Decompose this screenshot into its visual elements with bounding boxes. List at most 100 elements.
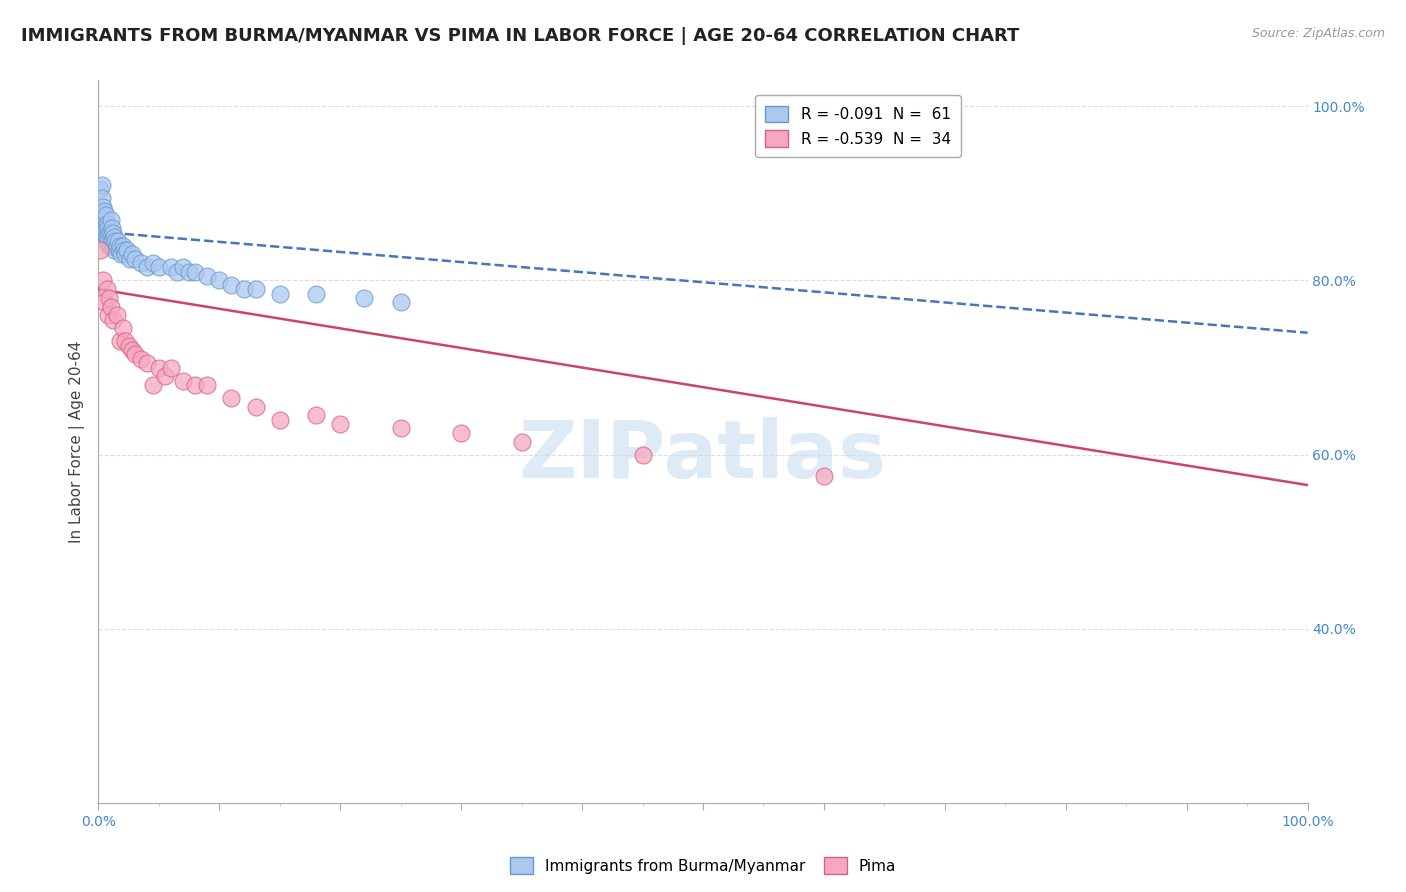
- Point: [93, 203, 115, 218]
- Text: Source: ZipAtlas.com: Source: ZipAtlas.com: [1251, 27, 1385, 40]
- Point: [117, 243, 139, 257]
- Point: [101, 226, 124, 240]
- Point: [97, 221, 120, 235]
- Text: ZIPatlas: ZIPatlas: [519, 417, 887, 495]
- Point: [114, 334, 136, 349]
- Point: [100, 212, 122, 227]
- Point: [105, 308, 128, 322]
- Point: [94, 221, 117, 235]
- Point: [813, 469, 835, 483]
- Point: [98, 226, 121, 240]
- Point: [110, 247, 132, 261]
- Point: [172, 374, 194, 388]
- Point: [96, 217, 118, 231]
- Point: [108, 334, 131, 349]
- Point: [305, 286, 328, 301]
- Point: [184, 265, 207, 279]
- Point: [245, 400, 267, 414]
- Point: [100, 226, 122, 240]
- Point: [135, 356, 157, 370]
- Point: [124, 252, 146, 266]
- Point: [96, 230, 118, 244]
- Point: [111, 321, 134, 335]
- Point: [631, 448, 654, 462]
- Point: [111, 238, 134, 252]
- Point: [121, 247, 143, 261]
- Point: [108, 243, 131, 257]
- Point: [118, 339, 141, 353]
- Point: [103, 243, 125, 257]
- Point: [208, 273, 231, 287]
- Point: [107, 235, 129, 249]
- Y-axis label: In Labor Force | Age 20-64: In Labor Force | Age 20-64: [69, 341, 84, 542]
- Point: [353, 291, 375, 305]
- Point: [90, 221, 112, 235]
- Legend: R = -0.091  N =  61, R = -0.539  N =  34: R = -0.091 N = 61, R = -0.539 N = 34: [755, 95, 962, 158]
- Point: [93, 221, 115, 235]
- Point: [195, 378, 218, 392]
- Point: [101, 312, 124, 326]
- Point: [269, 286, 291, 301]
- Point: [97, 235, 120, 249]
- Point: [129, 256, 152, 270]
- Point: [114, 247, 136, 261]
- Point: [94, 208, 117, 222]
- Point: [100, 221, 122, 235]
- Point: [94, 235, 117, 249]
- Point: [172, 260, 194, 275]
- Point: [160, 360, 183, 375]
- Point: [450, 425, 472, 440]
- Point: [98, 291, 121, 305]
- Point: [221, 277, 243, 292]
- Point: [329, 417, 352, 431]
- Point: [142, 256, 165, 270]
- Point: [100, 235, 122, 249]
- Point: [245, 282, 267, 296]
- Point: [93, 295, 115, 310]
- Point: [121, 343, 143, 358]
- Point: [118, 252, 141, 266]
- Point: [96, 282, 118, 296]
- Point: [179, 265, 201, 279]
- Point: [232, 282, 254, 296]
- Point: [184, 378, 207, 392]
- Point: [100, 238, 122, 252]
- Point: [148, 360, 170, 375]
- Point: [129, 351, 152, 366]
- Point: [100, 300, 122, 314]
- Point: [91, 212, 114, 227]
- Point: [91, 191, 114, 205]
- Point: [112, 243, 135, 257]
- Point: [148, 260, 170, 275]
- Point: [90, 208, 112, 222]
- Point: [108, 238, 131, 252]
- Point: [89, 182, 111, 196]
- Point: [97, 308, 120, 322]
- Point: [269, 413, 291, 427]
- Point: [98, 238, 121, 252]
- Point: [305, 409, 328, 423]
- Point: [105, 238, 128, 252]
- Point: [160, 260, 183, 275]
- Point: [135, 260, 157, 275]
- Point: [91, 273, 114, 287]
- Point: [91, 226, 114, 240]
- Point: [124, 347, 146, 361]
- Point: [510, 434, 533, 449]
- Point: [153, 369, 176, 384]
- Point: [103, 230, 125, 244]
- Point: [389, 421, 412, 435]
- Point: [89, 203, 111, 218]
- Point: [91, 178, 114, 192]
- Point: [389, 295, 412, 310]
- Legend: Immigrants from Burma/Myanmar, Pima: Immigrants from Burma/Myanmar, Pima: [503, 851, 903, 880]
- Point: [221, 391, 243, 405]
- Text: IMMIGRANTS FROM BURMA/MYANMAR VS PIMA IN LABOR FORCE | AGE 20-64 CORRELATION CHA: IMMIGRANTS FROM BURMA/MYANMAR VS PIMA IN…: [21, 27, 1019, 45]
- Point: [142, 378, 165, 392]
- Point: [89, 243, 111, 257]
- Point: [91, 200, 114, 214]
- Point: [166, 265, 188, 279]
- Point: [101, 238, 124, 252]
- Point: [91, 208, 114, 222]
- Point: [104, 235, 127, 249]
